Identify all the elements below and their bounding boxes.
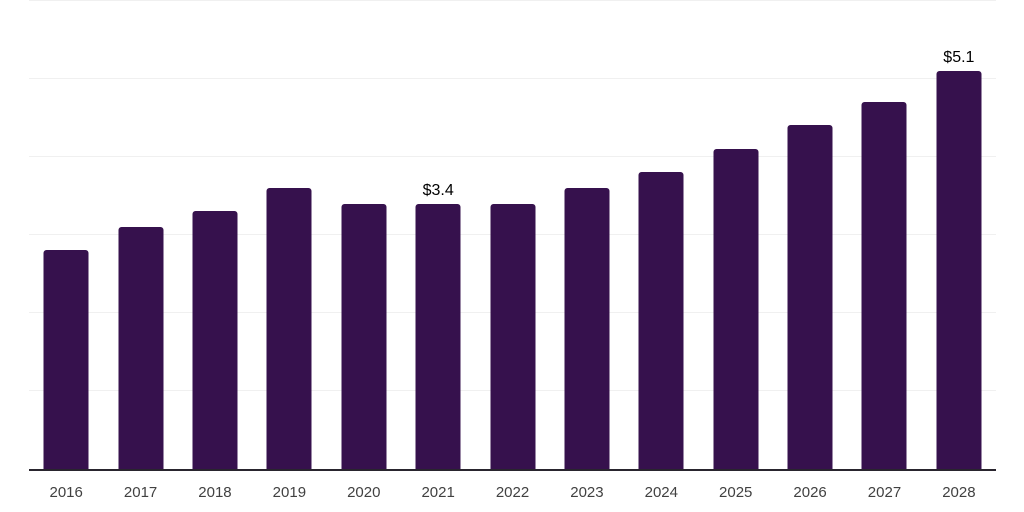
x-tick-2019: 2019 (272, 484, 307, 501)
bar-2026[interactable] (787, 125, 833, 469)
x-tick-2022: 2022 (495, 484, 530, 501)
gridline-6 (29, 0, 996, 1)
bar-band-2017 (103, 0, 177, 469)
bar-band-2024 (624, 0, 698, 469)
bar-2017[interactable] (118, 226, 164, 469)
bar-band-2016 (29, 0, 103, 469)
x-tick-2017: 2017 (123, 484, 158, 501)
bar-2028[interactable] (936, 70, 982, 469)
bar-2020[interactable] (341, 203, 387, 469)
bar-2019[interactable] (266, 187, 312, 469)
bar-2027[interactable] (861, 102, 907, 469)
value-label-2021: $3.4 (422, 181, 454, 199)
x-tick-2016: 2016 (49, 484, 83, 501)
bar-2018[interactable] (192, 211, 238, 469)
bar-band-2018 (178, 0, 252, 469)
plot-area: $3.4 $5.1 (29, 0, 996, 471)
x-axis: 2016 2017 2018 2019 2020 2021 2022 2023 2024 2025… (29, 471, 996, 501)
bar-band-2021: $3.4 (401, 0, 475, 469)
x-tick-2024: 2024 (644, 484, 678, 501)
bar-band-2028: $5.1 (922, 0, 996, 469)
bars-layer: $3.4 $5.1 (29, 0, 996, 469)
x-tick-2018: 2018 (198, 484, 232, 501)
gridline-4 (29, 155, 996, 157)
bar-2022[interactable] (490, 203, 536, 469)
bar-band-2023 (550, 0, 624, 469)
bar-band-2019 (252, 0, 326, 469)
value-label-2028: $5.1 (943, 48, 975, 66)
x-tick-2025: 2025 (719, 484, 753, 501)
x-tick-2020: 2020 (347, 484, 381, 501)
bar-2016[interactable] (43, 250, 89, 469)
x-tick-2027: 2027 (867, 484, 902, 501)
bar-2023[interactable] (564, 187, 610, 469)
bar-band-2020 (327, 0, 401, 469)
bar-band-2022 (475, 0, 549, 469)
gridline-5 (29, 77, 996, 79)
bar-band-2027 (847, 0, 921, 469)
x-tick-2023: 2023 (570, 484, 604, 501)
bar-2024[interactable] (638, 172, 684, 469)
x-tick-2028: 2028 (942, 484, 976, 501)
bar-band-2026 (773, 0, 847, 469)
bar-band-2025 (699, 0, 773, 469)
bar-2021[interactable] (415, 203, 461, 469)
bar-2025[interactable] (713, 148, 759, 469)
x-tick-2021: 2021 (421, 484, 455, 501)
x-tick-2026: 2026 (793, 484, 827, 501)
